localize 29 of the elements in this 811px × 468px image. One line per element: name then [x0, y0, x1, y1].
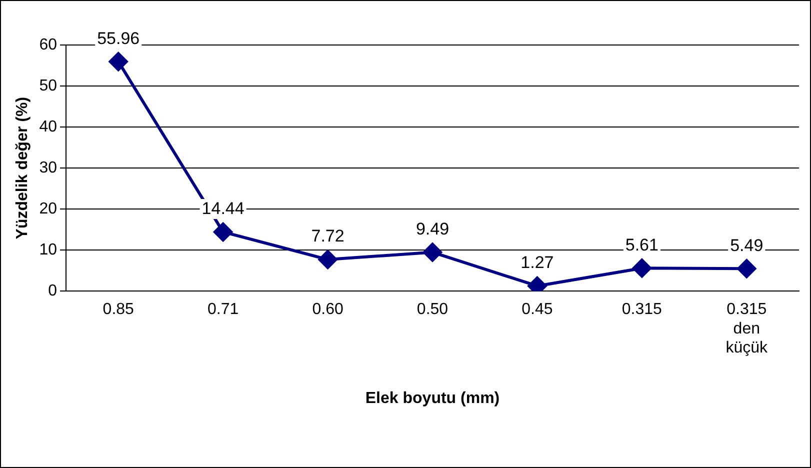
data-label: 55.96	[97, 28, 140, 48]
point	[214, 222, 233, 242]
y-tick-label: 30	[39, 160, 58, 177]
x-tick-label: 0.60	[312, 301, 344, 318]
x-tick-label: 0.315	[622, 301, 662, 318]
y-axis-title: Yüzdelik değer (%)	[14, 96, 32, 240]
data-label: 14.44	[202, 199, 244, 218]
point	[737, 259, 756, 278]
x-axis-title: Elek boyutu (mm)	[365, 390, 500, 407]
x-tick-label: 0.50	[416, 301, 448, 318]
point	[318, 250, 338, 270]
y-tick-label: 20	[39, 200, 58, 218]
data-label: 1.27	[520, 253, 554, 272]
y-tick-label: 40	[39, 118, 58, 136]
point	[108, 52, 128, 72]
x-tick-label: 0.45	[522, 301, 553, 318]
x-tick-label: 0.85	[102, 301, 134, 318]
x-tick-label: 0.315 den küçük	[726, 301, 769, 357]
y-tick-label: 50	[39, 77, 58, 94]
data-label: 5.61	[625, 235, 658, 254]
point	[632, 258, 652, 278]
point	[423, 242, 442, 262]
data-label: 5.49	[730, 236, 764, 255]
y-tick-label: 60	[39, 36, 58, 54]
data-label: 9.49	[416, 219, 450, 238]
y-tick-label: 10	[39, 242, 58, 259]
data-label: 7.72	[311, 226, 344, 246]
x-tick-label: 0.71	[208, 301, 239, 318]
y-tick-label: 0	[48, 282, 58, 300]
